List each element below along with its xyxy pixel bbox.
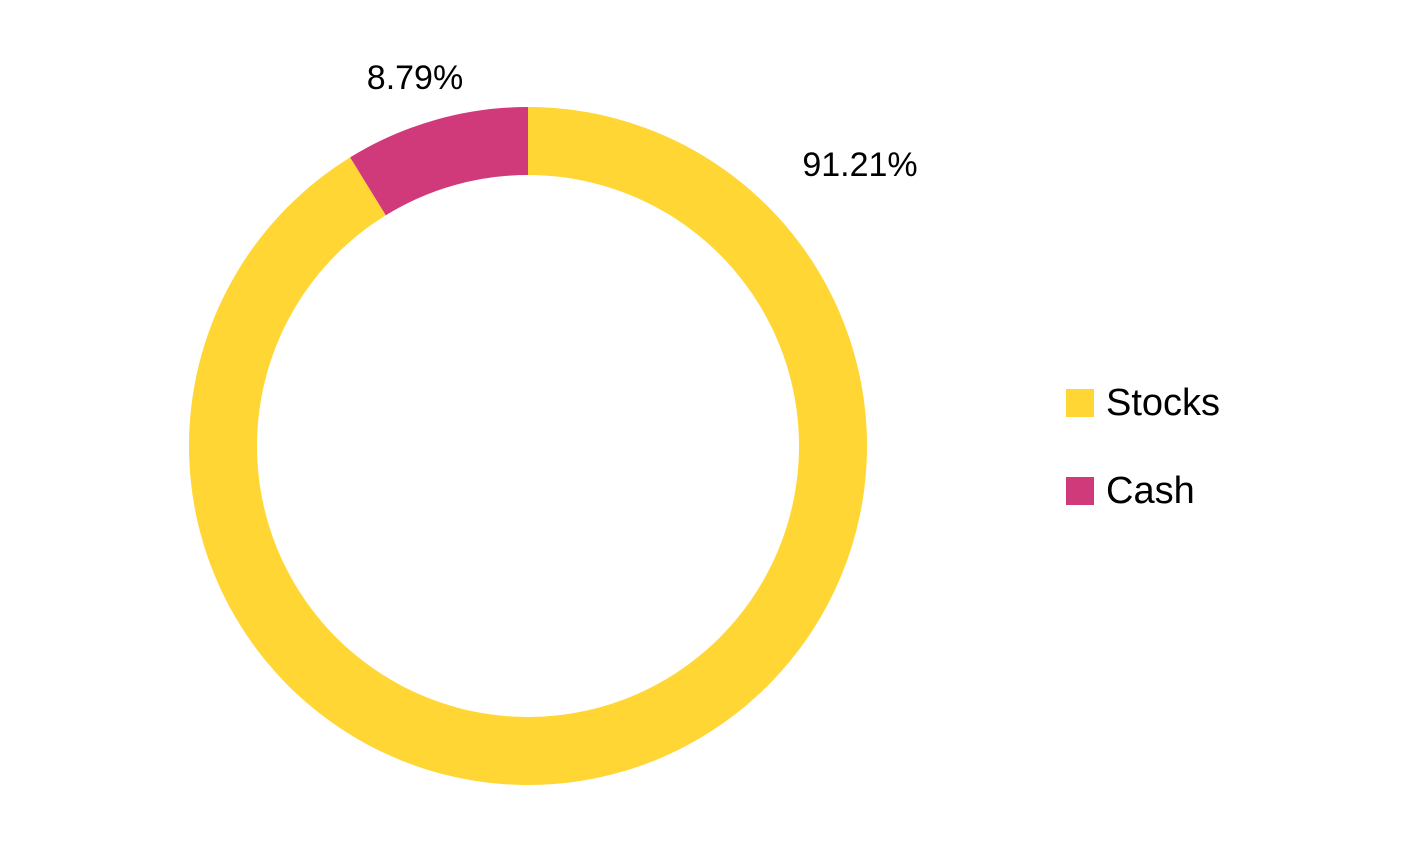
data-label-cash: 8.79% — [367, 59, 463, 97]
donut-slice-stocks — [188, 107, 868, 785]
chart-legend: Stocks Cash — [1066, 378, 1220, 554]
donut-slices — [188, 107, 868, 785]
legend-label-cash: Cash — [1106, 470, 1195, 512]
legend-item-stocks: Stocks — [1066, 378, 1220, 428]
legend-label-stocks: Stocks — [1106, 382, 1221, 424]
legend-swatch-cash — [1066, 477, 1094, 505]
legend-swatch-stocks — [1066, 389, 1094, 417]
donut-slice-cash — [350, 107, 528, 216]
donut-data-labels: 91.21% 8.79% — [367, 59, 918, 184]
data-label-stocks: 91.21% — [802, 146, 917, 184]
legend-item-cash: Cash — [1066, 466, 1220, 516]
